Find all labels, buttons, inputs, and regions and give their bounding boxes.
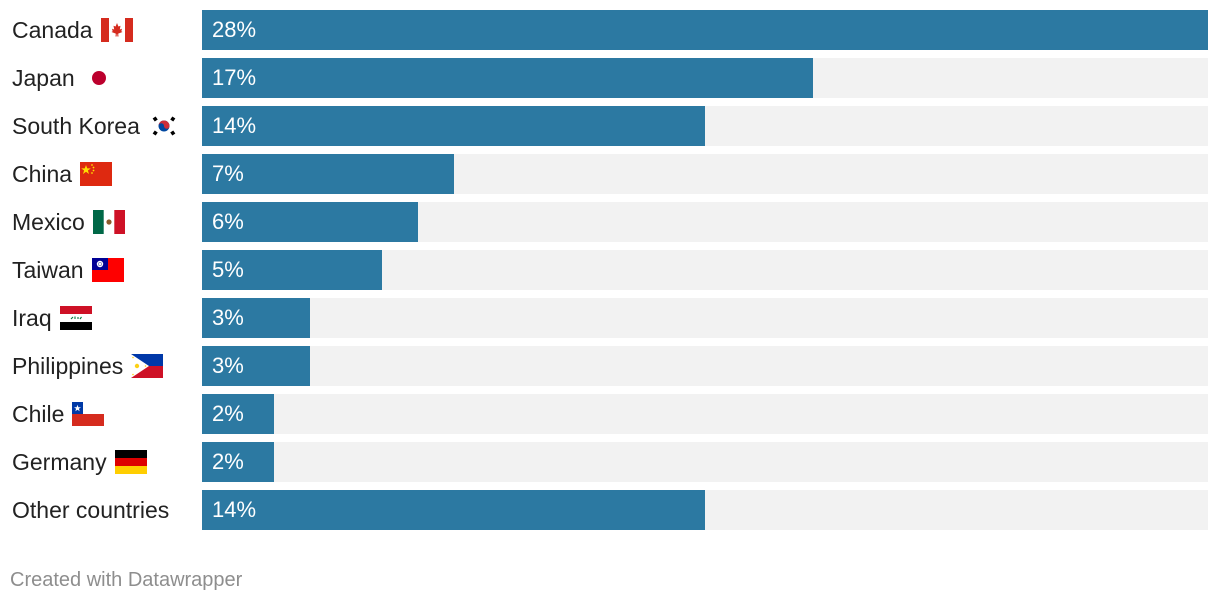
chart-row: Japan 17% — [0, 58, 1220, 98]
category-label: Japan — [12, 58, 115, 98]
china-flag-icon — [80, 162, 113, 186]
chile-flag-icon — [72, 402, 105, 426]
value-label: 17% — [212, 65, 257, 90]
category-label: Mexico — [12, 202, 125, 242]
bar: 3% — [202, 298, 310, 338]
bar-track: 3% — [202, 346, 1208, 386]
chart-row: Philippines 3% — [0, 346, 1220, 386]
bar: 3% — [202, 346, 310, 386]
bar: 2% — [202, 442, 274, 482]
value-label: 6% — [212, 209, 244, 234]
bar-track: 17% — [202, 58, 1208, 98]
chart-row: South Korea 14% — [0, 106, 1220, 146]
category-label: Other countries — [12, 490, 169, 530]
canada-flag-icon — [100, 18, 133, 42]
bar-track: 2% — [202, 442, 1208, 482]
bar: 14% — [202, 106, 705, 146]
bar-track: 2% — [202, 394, 1208, 434]
chart-row: Germany 2% — [0, 442, 1220, 482]
bar: 5% — [202, 250, 382, 290]
category-label-text: South Korea — [12, 112, 140, 139]
bar-track: 28% — [202, 10, 1208, 50]
value-label: 2% — [212, 401, 244, 426]
bar: 6% — [202, 202, 418, 242]
value-label: 3% — [212, 353, 244, 378]
iraq-flag-icon — [59, 306, 92, 330]
value-label: 5% — [212, 257, 244, 282]
category-label: Chile — [12, 394, 105, 434]
category-label-text: Germany — [12, 448, 107, 475]
bar-track: 5% — [202, 250, 1208, 290]
category-label: South Korea — [12, 106, 180, 146]
bar-track: 14% — [202, 106, 1208, 146]
category-label: Germany — [12, 442, 147, 482]
south-korea-flag-icon — [147, 114, 180, 138]
category-label-text: Japan — [12, 64, 75, 91]
value-label: 14% — [212, 113, 257, 138]
bar-chart: Canada 28% Japan 17% South Korea 14% China 7% Me… — [0, 10, 1220, 530]
credit-text: Created with Datawrapper — [10, 569, 243, 591]
category-label-text: Iraq — [12, 304, 52, 331]
value-label: 2% — [212, 449, 244, 474]
category-label: Philippines — [12, 346, 164, 386]
chart-row: Chile 2% — [0, 394, 1220, 434]
chart-row: Mexico 6% — [0, 202, 1220, 242]
value-label: 14% — [212, 497, 257, 522]
chart-row: Other countries 14% — [0, 490, 1220, 530]
bar-track: 3% — [202, 298, 1208, 338]
category-label-text: Philippines — [12, 352, 124, 379]
germany-flag-icon — [114, 450, 147, 474]
bar: 14% — [202, 490, 705, 530]
value-label: 28% — [212, 17, 257, 42]
bar-track: 6% — [202, 202, 1208, 242]
philippines-flag-icon — [131, 354, 164, 378]
category-label: Iraq — [12, 298, 92, 338]
value-label: 3% — [212, 305, 244, 330]
category-label-text: Other countries — [12, 496, 170, 523]
bar-track: 14% — [202, 490, 1208, 530]
category-label-text: Chile — [12, 400, 65, 427]
category-label-text: Canada — [12, 16, 93, 43]
category-label-text: Mexico — [12, 208, 85, 235]
bar: 2% — [202, 394, 274, 434]
bar: 28% — [202, 10, 1208, 50]
value-label: 7% — [212, 161, 244, 186]
chart-row: Iraq 3% — [0, 298, 1220, 338]
chart-row: China 7% — [0, 154, 1220, 194]
category-label: China — [12, 154, 113, 194]
chart-row: Taiwan 5% — [0, 250, 1220, 290]
bar-track: 7% — [202, 154, 1208, 194]
category-label: Taiwan — [12, 250, 124, 290]
mexico-flag-icon — [92, 210, 125, 234]
bar: 7% — [202, 154, 454, 194]
chart-row: Canada 28% — [0, 10, 1220, 50]
category-label-text: Taiwan — [12, 256, 84, 283]
category-label-text: China — [12, 160, 73, 187]
bar: 17% — [202, 58, 813, 98]
category-label: Canada — [12, 10, 133, 50]
taiwan-flag-icon — [91, 258, 124, 282]
japan-flag-icon — [82, 66, 115, 90]
